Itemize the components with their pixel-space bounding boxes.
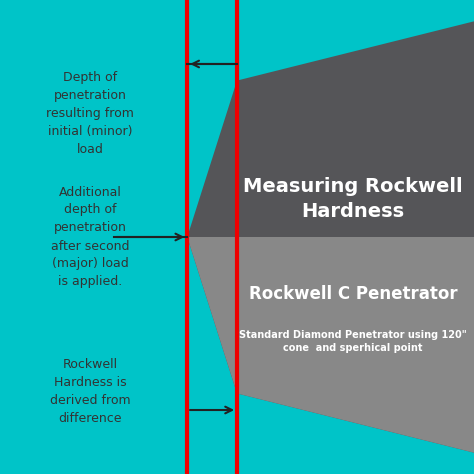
Polygon shape bbox=[187, 237, 474, 455]
Text: Standard Diamond Penetrator using 120"
cone  and sperhical point: Standard Diamond Penetrator using 120" c… bbox=[239, 330, 467, 353]
Text: Rockwell
Hardness is
derived from
difference: Rockwell Hardness is derived from differ… bbox=[50, 357, 130, 425]
Polygon shape bbox=[187, 19, 474, 455]
Text: Depth of
penetration
resulting from
initial (minor)
load: Depth of penetration resulting from init… bbox=[46, 71, 134, 156]
Text: Additional
depth of
penetration
after second
(major) load
is applied.: Additional depth of penetration after se… bbox=[51, 185, 129, 289]
Text: Measuring Rockwell
Hardness: Measuring Rockwell Hardness bbox=[243, 177, 463, 221]
Text: Rockwell C Penetrator: Rockwell C Penetrator bbox=[249, 285, 457, 303]
